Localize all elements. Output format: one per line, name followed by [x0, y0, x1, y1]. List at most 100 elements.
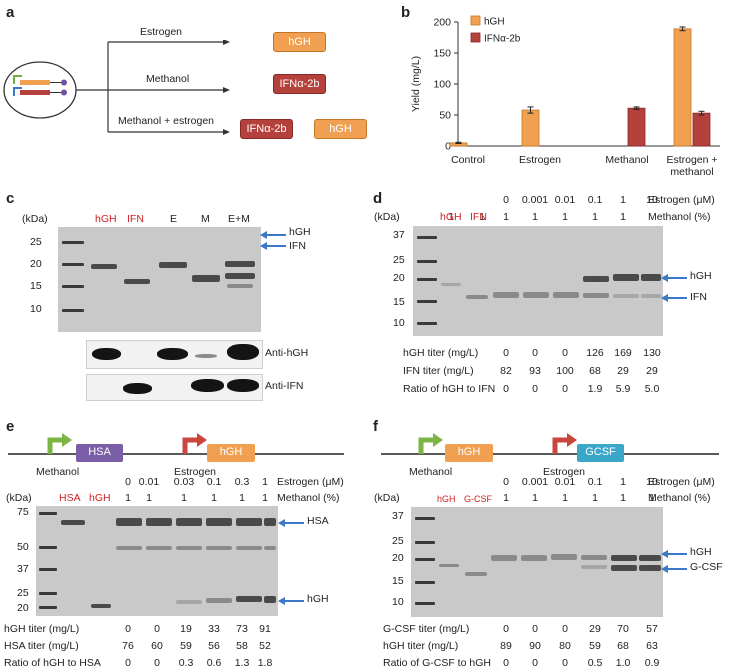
band-label-f-gcsf: G-CSF	[690, 561, 723, 573]
table-cell: 68	[617, 640, 629, 652]
methanol-value: 1	[562, 211, 568, 223]
table-cell: 0	[503, 623, 509, 635]
y-tick-label: 200	[433, 17, 451, 29]
gel-band-hgh	[441, 283, 461, 286]
table-row-label: Ratio of hGH to HSA	[4, 657, 101, 669]
ladder-band	[62, 309, 84, 312]
legend-swatch	[470, 15, 481, 26]
ladder-band	[415, 517, 435, 520]
blot-band	[123, 383, 152, 394]
gel-band-hgh	[551, 554, 577, 560]
gel-band-ifn	[523, 292, 549, 298]
table-cell: 56	[208, 640, 220, 652]
marker-c-25: 25	[30, 236, 42, 248]
table-cell: 0	[562, 623, 568, 635]
panel-label-a: a	[6, 4, 15, 21]
estrogen-value: 0.1	[587, 194, 603, 206]
yield-bar-chart: 0 50 100 150 200 Yield (mg/L) Control Estrogen M…	[410, 15, 720, 178]
table-cell: 130	[643, 347, 661, 359]
band-arrow-e-hgh	[278, 597, 304, 604]
ladder-band	[417, 236, 437, 239]
table-cell: 59	[589, 640, 601, 652]
x-tick-label: Methanol	[605, 154, 648, 166]
gel-band-minor	[176, 546, 202, 550]
table-row-label: hGH titer (mg/L)	[403, 347, 479, 359]
promoter-estrogen-f: Estrogen	[543, 466, 586, 478]
gel-band-gcsf	[639, 565, 661, 571]
band-label-f-hgh: hGH	[690, 546, 712, 558]
lane-label-c-em: E+M	[228, 213, 250, 225]
ladder-band	[415, 602, 435, 605]
legend-swatch	[470, 32, 481, 43]
methanol-value: 1	[479, 211, 485, 223]
table-cell: 68	[589, 365, 601, 377]
ladder-band	[62, 263, 84, 266]
table-cell: 19	[180, 623, 192, 635]
output-hgh-1: hGH	[273, 32, 326, 52]
ladder-band	[417, 300, 437, 303]
output-ifn-1: IFNα-2b	[273, 74, 326, 94]
band-label-d-hgh: hGH	[690, 270, 712, 282]
estrogen-value: 0.01	[554, 194, 576, 206]
western-blot-anti-ifn	[86, 374, 263, 401]
table-row-label: hGH titer (mg/L)	[4, 623, 80, 635]
marker-c-15: 15	[30, 280, 42, 292]
blot-label-anti-hgh: Anti-hGH	[265, 347, 309, 359]
gel-band-minor	[146, 546, 172, 550]
x-tick-label: methanol	[670, 166, 713, 178]
ladder-band	[39, 546, 57, 549]
ladder-band	[415, 541, 435, 544]
methanol-value: 1	[592, 492, 598, 504]
table-cell: 29	[646, 365, 658, 377]
gel-band-minor	[264, 546, 276, 550]
gel-band-hgh	[236, 596, 262, 602]
gel-band-gcsf	[465, 572, 487, 576]
x-tick-label: Control	[451, 154, 485, 166]
gel-band-hgh	[206, 598, 232, 603]
ladder-band	[417, 260, 437, 263]
gel-band-ifn	[225, 273, 255, 279]
promoter-methanol-e: Methanol	[36, 466, 80, 478]
marker-c-20: 20	[30, 258, 42, 270]
output-ifn-2: IFNα-2b	[240, 119, 293, 139]
methanol-value: 1	[211, 492, 217, 504]
table-cell: 63	[646, 640, 658, 652]
gene-hgh-f: hGH	[457, 446, 481, 458]
methanol-value: 1	[503, 211, 509, 223]
gel-band-hgh	[159, 262, 187, 268]
table-cell: 100	[556, 365, 574, 377]
marker-e-50: 50	[17, 541, 29, 553]
gel-band-hgh	[521, 555, 547, 561]
std-lane-e-hsa: HSA	[59, 492, 81, 504]
gel-band-hsa	[176, 518, 202, 526]
methanol-value: 1	[146, 492, 152, 504]
cell-diagram	[3, 40, 230, 135]
gel-band-ifn	[553, 292, 579, 298]
row-label-estrogen-d: Estrogen (μM)	[648, 194, 715, 206]
row-label-estrogen-e: Estrogen (μM)	[277, 476, 344, 488]
y-tick-label: 0	[445, 141, 451, 153]
gene-hgh-e: hGH	[219, 446, 243, 458]
marker-d-37: 37	[393, 229, 405, 241]
gel-band-hgh	[641, 274, 661, 281]
band-label-e-hsa: HSA	[307, 515, 329, 527]
ladder-band	[415, 558, 435, 561]
table-cell: 0	[503, 347, 509, 359]
table-cell: 1.3	[234, 657, 250, 669]
table-cell: 58	[236, 640, 248, 652]
gel-band-hgh	[176, 600, 202, 604]
ladder-band	[62, 285, 84, 288]
table-cell: 0	[532, 623, 538, 635]
table-cell: 1.9	[587, 383, 603, 395]
band-arrow-c-hgh	[260, 231, 286, 238]
marker-d-20: 20	[393, 272, 405, 284]
kda-label-c: (kDa)	[22, 213, 48, 225]
gel-band-ifn	[613, 294, 639, 298]
band-arrow-d-hgh	[661, 274, 687, 281]
gel-band-ifn	[493, 292, 519, 298]
kda-label-e: (kDa)	[6, 492, 32, 504]
row-label-methanol-e: Methanol (%)	[277, 492, 340, 504]
estrogen-value: 1	[262, 476, 268, 488]
lane-label-c-m: M	[201, 213, 210, 225]
table-cell: 0	[125, 623, 131, 635]
